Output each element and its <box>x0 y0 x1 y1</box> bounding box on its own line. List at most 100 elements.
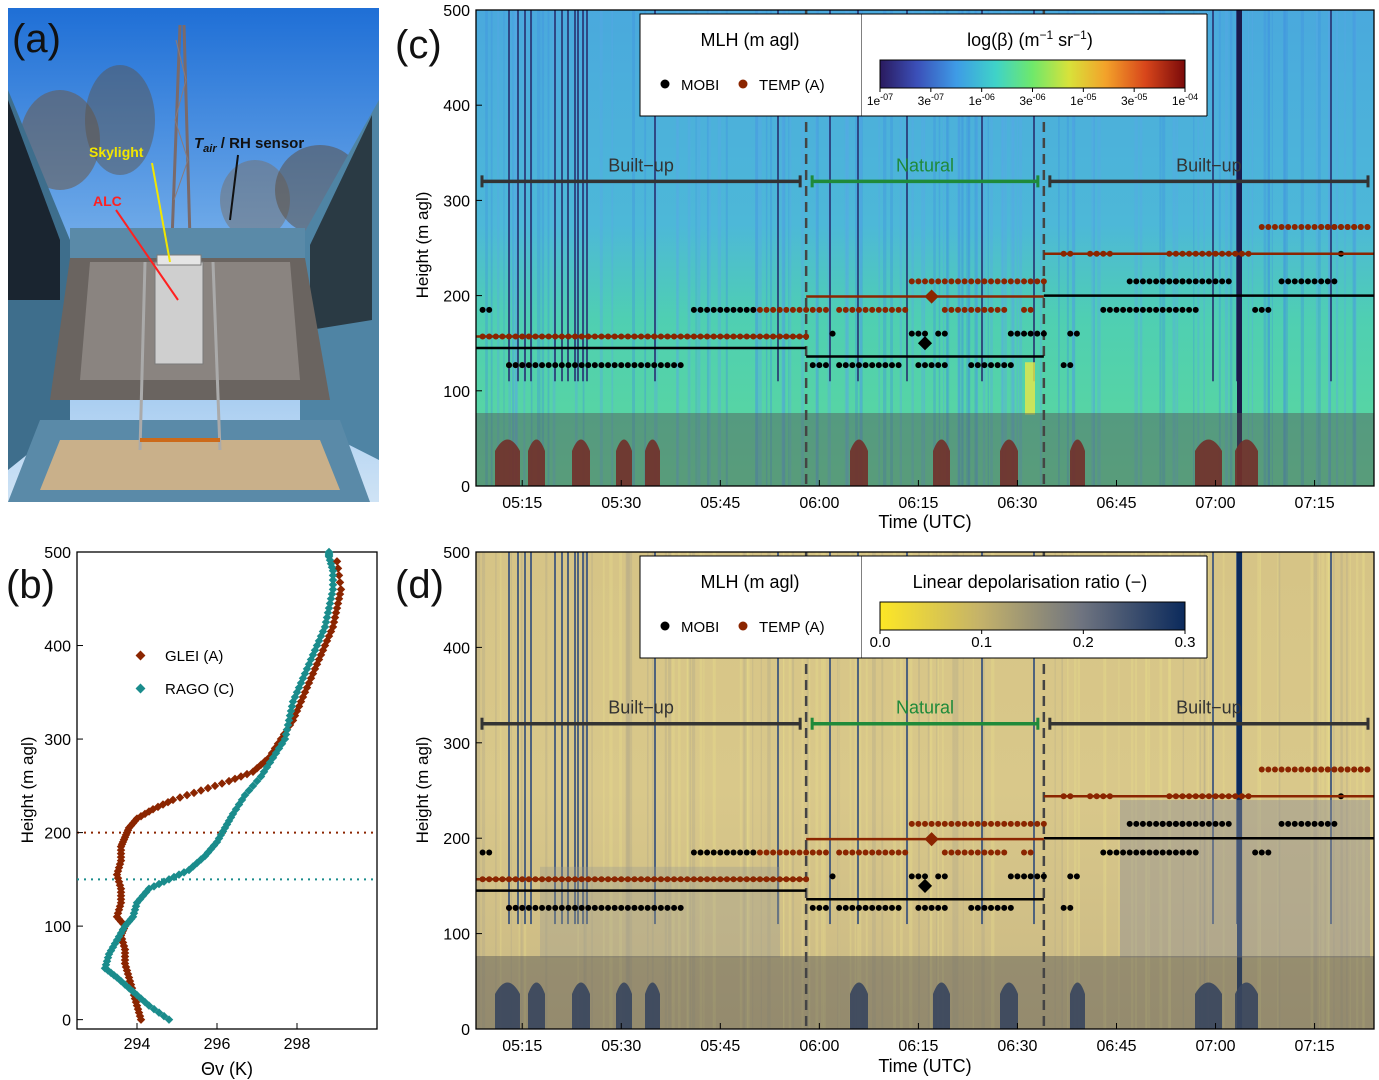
mlh-mobi-point <box>671 362 678 369</box>
legend-box <box>639 13 863 117</box>
mlh-temp-point <box>803 849 810 856</box>
mlh-temp-point <box>941 278 948 285</box>
mlh-mobi-point <box>1153 820 1160 827</box>
mlh-mobi-point <box>1007 873 1014 880</box>
heatmap-streak <box>1328 552 1330 1029</box>
ytick-label: 500 <box>443 3 470 20</box>
ytick-label: 300 <box>443 736 470 753</box>
heatmap-streak <box>743 552 747 1029</box>
heatmap-streak <box>976 10 979 486</box>
mlh-temp-point <box>902 306 909 313</box>
mlh-mobi-point <box>1186 820 1193 827</box>
xtick-label: 06:00 <box>799 495 839 512</box>
xtick-label: 07:15 <box>1295 495 1335 512</box>
heatmap-streak <box>1278 552 1281 1029</box>
heatmap-d-aerosol-plumes <box>495 982 1258 1029</box>
mlh-temp-point <box>1007 820 1014 827</box>
mlh-mobi-point <box>638 362 645 369</box>
heatmap-streak <box>899 552 903 1029</box>
mlh-temp-point <box>955 820 962 827</box>
heatmap-streak <box>1251 10 1254 486</box>
heatmap-streak <box>911 10 914 486</box>
heatmap-streak <box>1204 552 1206 1029</box>
mlh-temp-point <box>1357 766 1364 773</box>
mlh-temp-point <box>776 849 783 856</box>
heatmap-streak <box>671 552 675 1029</box>
colorbar <box>879 601 1186 631</box>
mlh-mobi-point <box>1258 849 1265 856</box>
mlh-mobi-point <box>1172 306 1179 313</box>
xtick-label: 06:30 <box>997 1038 1037 1055</box>
mlh-temp-point <box>935 278 942 285</box>
segment-label: Built−up <box>1176 155 1242 175</box>
mlh-mobi-point <box>697 306 704 313</box>
mlh-mobi-point <box>809 362 816 369</box>
heatmap-streak <box>520 552 523 1029</box>
mlh-mobi-point <box>829 330 836 337</box>
xtick-label: 296 <box>204 1036 231 1053</box>
heatmap-streak <box>1340 552 1343 1029</box>
heatmap-streak <box>485 10 488 486</box>
mlh-mobi-point <box>941 330 948 337</box>
mlh-mobi-point <box>862 362 869 369</box>
heatmap-streak <box>1097 10 1101 486</box>
mlh-mobi-point <box>1120 306 1127 313</box>
mlh-temp-point <box>776 306 783 313</box>
mlh-temp-point <box>961 820 968 827</box>
heatmap-dark-streak <box>1330 10 1332 382</box>
heatmap-streak <box>1203 552 1206 1029</box>
mlh-mobi-point <box>1331 278 1338 285</box>
heatmap-streak <box>1103 552 1106 1029</box>
mlh-mobi-point <box>1258 306 1265 313</box>
mlh-temp-point <box>1271 224 1278 231</box>
profile-point <box>328 575 338 585</box>
mlh-temp-point <box>862 849 869 856</box>
mlh-temp-point <box>994 820 1001 827</box>
heatmap-dark-streak <box>530 10 532 382</box>
legend-label: GLEI (A) <box>165 648 223 665</box>
mlh-mobi-point <box>888 362 895 369</box>
colorbar-tick-label: 0.2 <box>1073 634 1094 651</box>
ytick-label: 500 <box>443 545 470 562</box>
mlh-mobi-point <box>539 904 546 911</box>
mlh-mobi-point <box>591 362 598 369</box>
mlh-mobi-point <box>618 362 625 369</box>
heatmap-streak <box>477 552 481 1029</box>
heatmap-streak <box>1247 10 1250 486</box>
legend-marker <box>660 621 670 631</box>
ytick-label: 300 <box>44 732 71 749</box>
xtick-label: 05:45 <box>700 495 740 512</box>
heatmap-streak <box>1257 552 1261 1029</box>
mlh-temp-point <box>908 278 915 285</box>
heatmap-streak <box>806 552 809 1029</box>
heatmap-streak <box>1145 552 1147 1029</box>
mlh-mobi-point <box>1100 306 1107 313</box>
mlh-mobi-point <box>816 904 823 911</box>
colorbar-tick-label: 1e-06 <box>968 92 994 108</box>
mlh-mobi-point <box>842 362 849 369</box>
heatmap-streak <box>1148 552 1151 1029</box>
xtick-label: 06:15 <box>898 495 938 512</box>
mlh-mobi-point <box>1027 873 1034 880</box>
heatmap-streak <box>801 10 805 486</box>
mlh-temp-point <box>862 306 869 313</box>
aerosol-plume <box>933 982 950 1029</box>
plot-d-frame <box>475 551 1375 1030</box>
mlh-mobi-point <box>651 362 658 369</box>
aerosol-plume <box>495 439 520 486</box>
heatmap-streak <box>1207 552 1209 1029</box>
mlh-mobi-point <box>1027 330 1034 337</box>
mlh-mobi-point <box>1205 820 1212 827</box>
panel-b-profile-chart: 294 296 298 0 100 200 300 400 500 GLEI (A) RAGO (… <box>6 545 378 1079</box>
heatmap-streak <box>855 10 858 486</box>
heatmap-dark-streak <box>981 552 983 925</box>
mlh-mobi-point <box>638 904 645 911</box>
mlh-mobi-point <box>1166 278 1173 285</box>
mlh-mobi-point <box>506 362 513 369</box>
heatmap-streak <box>974 10 976 486</box>
heatmap-streak <box>1139 10 1143 486</box>
mlh-temp-point <box>842 306 849 313</box>
mlh-temp-point <box>961 278 968 285</box>
aerosol-plume <box>933 439 950 486</box>
heatmap-streak <box>712 552 715 1029</box>
